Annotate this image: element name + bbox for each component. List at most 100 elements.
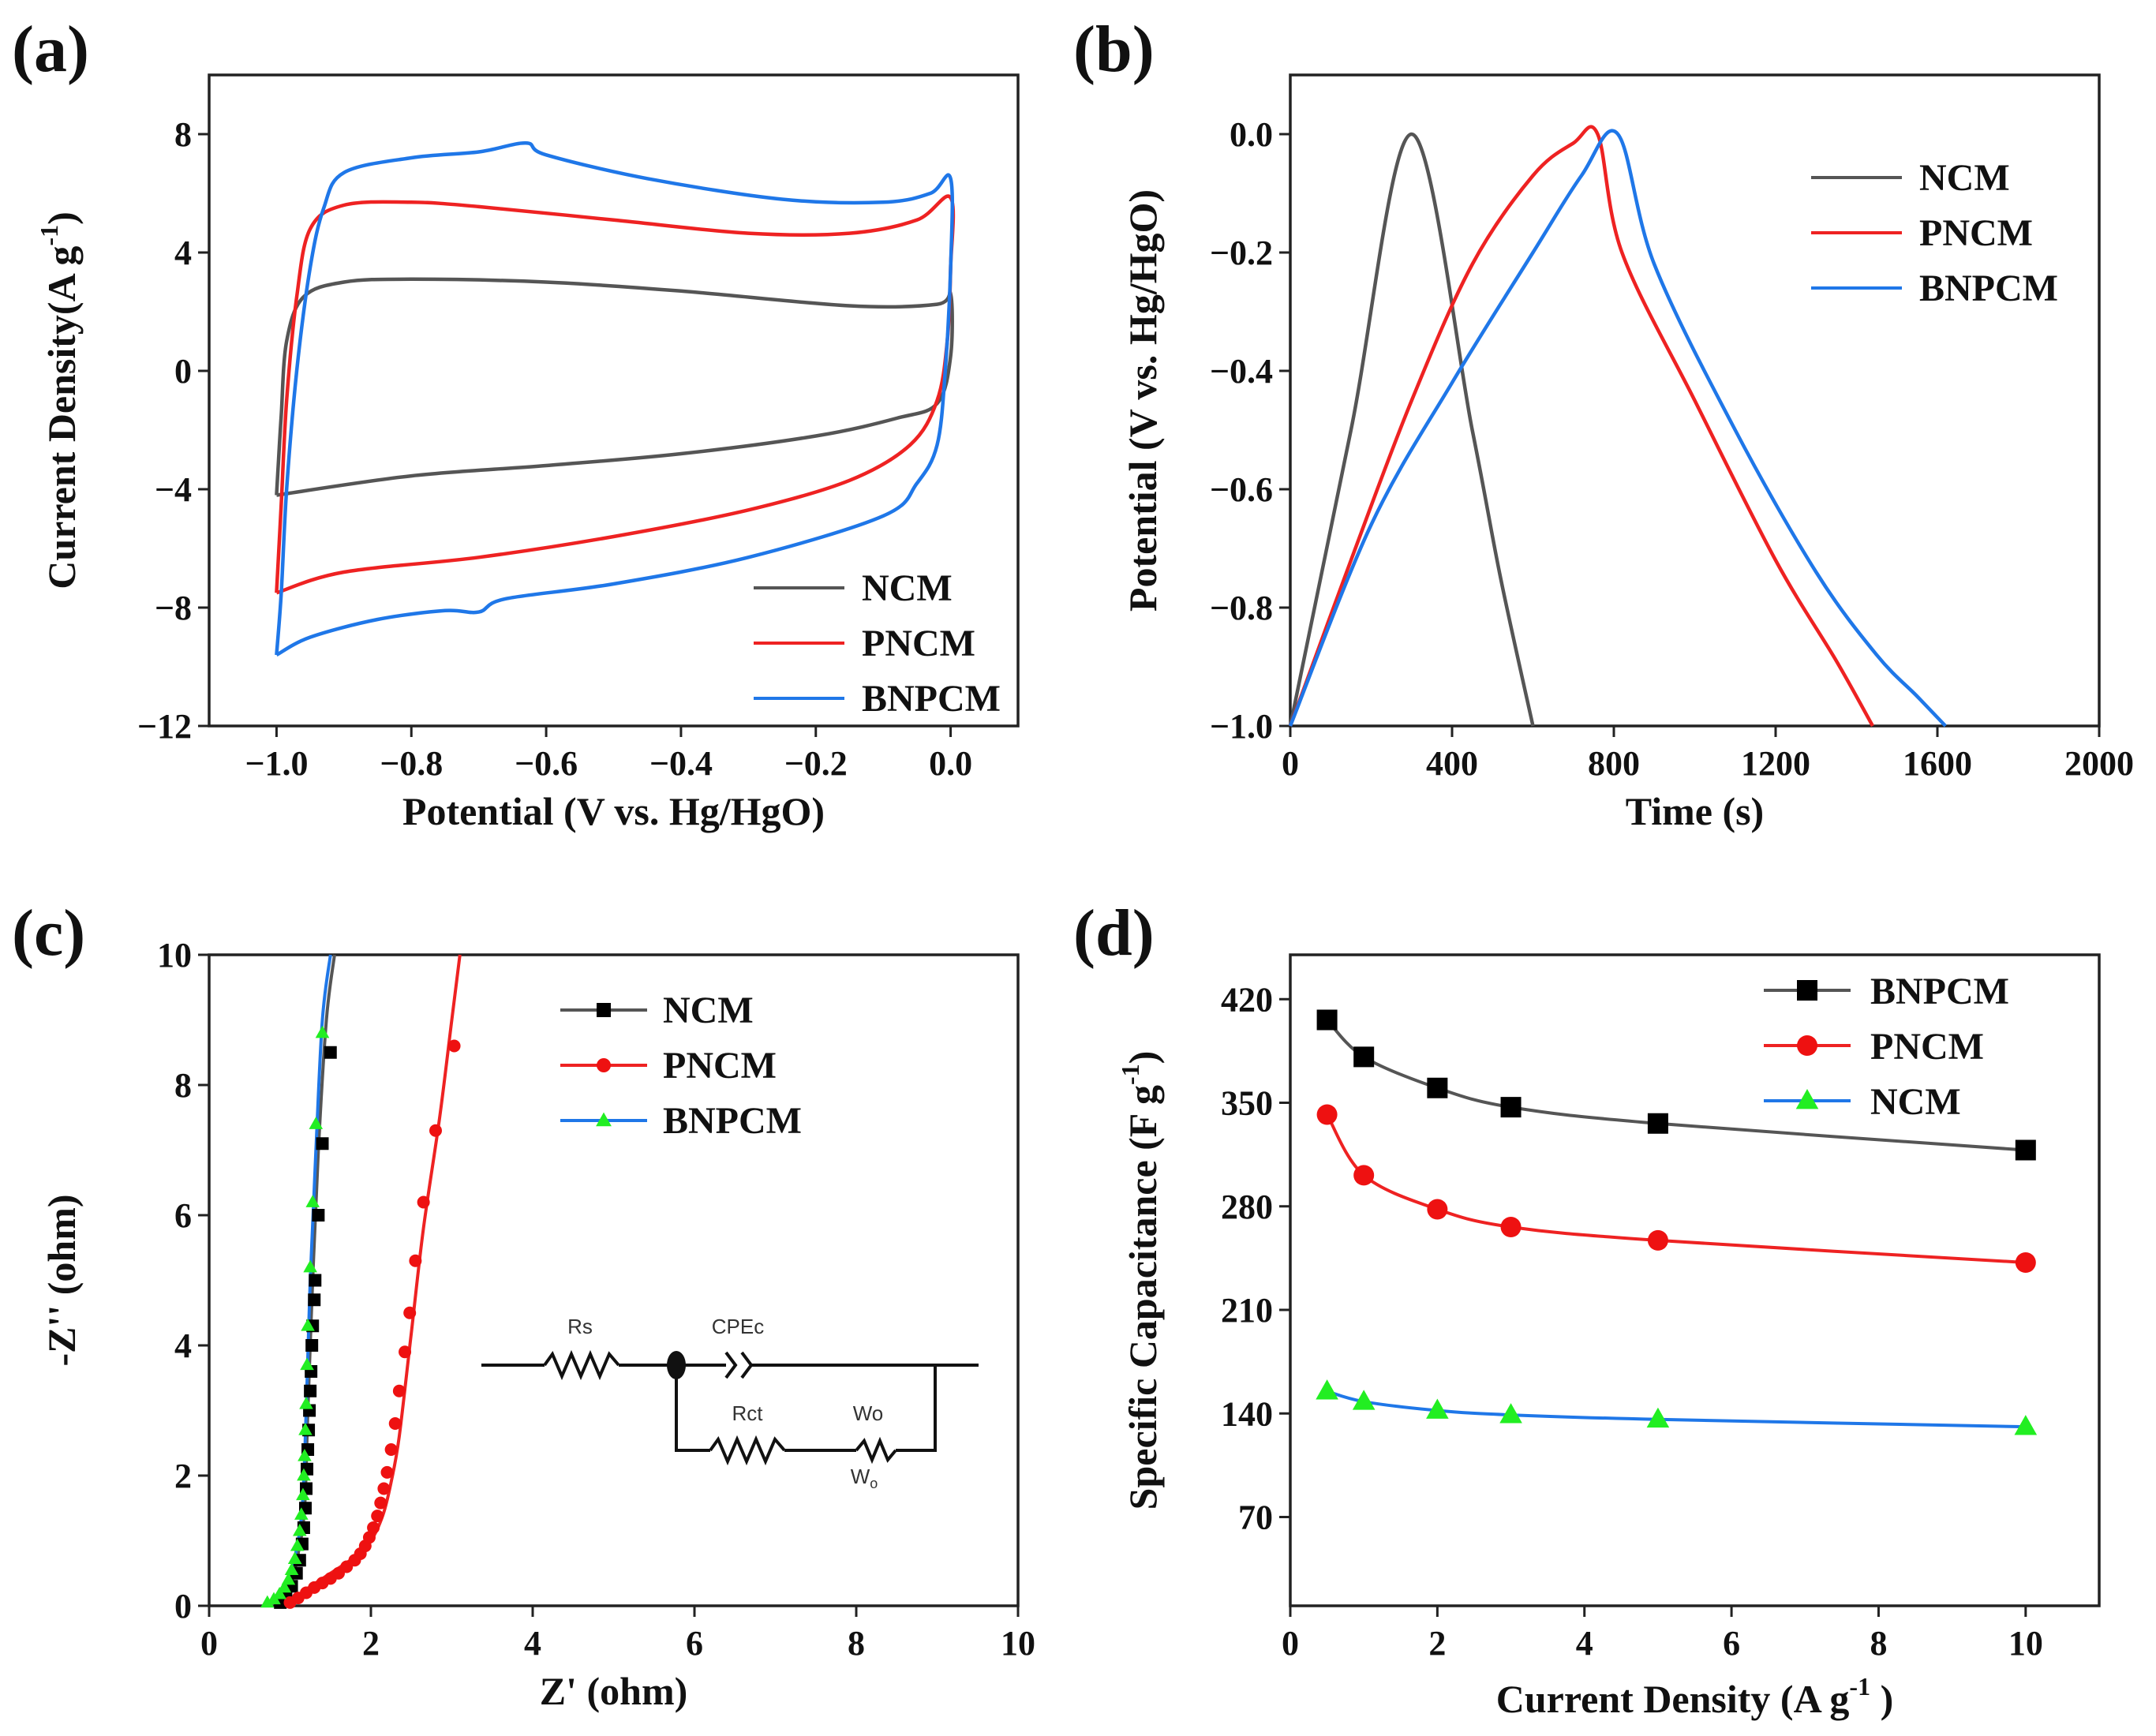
eis-point-ncm bbox=[304, 1384, 317, 1397]
y-tick-label: −0.2 bbox=[1210, 234, 1273, 272]
eis-point-pncm bbox=[399, 1345, 412, 1359]
capacitance-point-bnpcm bbox=[1647, 1113, 1668, 1134]
eis-point-ncm bbox=[309, 1274, 322, 1287]
resistor-rct bbox=[709, 1435, 786, 1466]
y-axis-label-main: Potential (V vs. Hg/HgO) bbox=[1121, 189, 1165, 612]
eis-point-pncm bbox=[447, 1039, 461, 1053]
x-tick-label: −1.0 bbox=[245, 744, 308, 783]
capacitance-point-ncm bbox=[1426, 1398, 1449, 1419]
capacitance-point-ncm bbox=[1646, 1407, 1670, 1428]
capacitance-point-bnpcm bbox=[1427, 1077, 1448, 1098]
x-tick-label: 2 bbox=[1428, 1624, 1446, 1663]
x-tick-label: 6 bbox=[1723, 1624, 1740, 1663]
eis-point-bnpcm bbox=[290, 1538, 305, 1551]
legend-marker-bnpcm bbox=[1797, 980, 1817, 1001]
x-tick-label: 2 bbox=[362, 1624, 380, 1663]
y-tick-label: −0.4 bbox=[1210, 352, 1273, 391]
eis-point-ncm bbox=[312, 1209, 325, 1222]
y-axis-label-sup: -1 bbox=[35, 225, 63, 246]
y-tick-label: 0.0 bbox=[1230, 115, 1273, 154]
x-tick-label: 0.0 bbox=[929, 744, 972, 783]
x-tick-label: 6 bbox=[686, 1624, 703, 1663]
eis-point-bnpcm bbox=[301, 1319, 315, 1331]
y-axis-label: Specific Capacitance (F g-1) bbox=[1116, 1051, 1165, 1510]
circuit-symbol-w: W bbox=[851, 1465, 870, 1488]
y-tick-label: 4 bbox=[174, 1326, 192, 1365]
eis-point-bnpcm bbox=[296, 1487, 310, 1501]
y-tick-label: 0 bbox=[174, 352, 192, 391]
circuit-wire bbox=[896, 1365, 937, 1452]
capacitance-point-ncm bbox=[1352, 1390, 1376, 1410]
x-tick-label: −0.8 bbox=[380, 744, 443, 783]
legend-marker-pncm bbox=[597, 1058, 611, 1072]
legend-label-bnpcm: BNPCM bbox=[1870, 971, 2009, 1012]
capacitance-point-bnpcm bbox=[1316, 1009, 1338, 1031]
eis-point-bnpcm bbox=[298, 1423, 313, 1435]
y-tick-label: −4 bbox=[155, 470, 192, 509]
y-tick-label: 6 bbox=[174, 1196, 192, 1235]
x-tick-label: 1600 bbox=[1903, 744, 1972, 783]
panel-d: 0 2 4 6 8 10 70 140 210 280 350 420 (d) Current Densi… bbox=[1073, 896, 2101, 1721]
x-axis-label: Time (s) bbox=[1626, 789, 1764, 833]
panel-label: (c) bbox=[12, 896, 85, 970]
x-tick-label: −0.4 bbox=[649, 744, 713, 783]
capacitance-point-pncm bbox=[1427, 1199, 1448, 1220]
gcd-curve-bnpcm bbox=[1288, 129, 1947, 728]
eis-point-bnpcm bbox=[297, 1468, 311, 1481]
capacitance-point-pncm bbox=[1353, 1165, 1375, 1186]
legend-marker-pncm bbox=[1797, 1035, 1817, 1056]
x-tick-label: 8 bbox=[848, 1624, 865, 1663]
y-tick-label: −12 bbox=[137, 707, 192, 746]
eis-point-pncm bbox=[388, 1417, 402, 1430]
panel-a: −1.0 −0.8 −0.6 −0.4 −0.2 0.0 −12 −8 −4 0 4 8 (a) Pote… bbox=[12, 13, 1020, 833]
x-tick-label: −0.6 bbox=[515, 744, 578, 783]
legend-label-bnpcm: BNPCM bbox=[1919, 268, 2058, 309]
x-axis-label-sup: -1 bbox=[1849, 1672, 1870, 1700]
x-tick-label: 10 bbox=[2008, 1624, 2043, 1663]
legend-marker-ncm bbox=[1795, 1089, 1819, 1109]
eis-point-bnpcm bbox=[298, 1449, 312, 1461]
legend-label-bnpcm: BNPCM bbox=[862, 678, 1001, 720]
x-tick-label: 0 bbox=[1282, 1624, 1299, 1663]
legend-label-pncm: PNCM bbox=[862, 623, 975, 664]
y-tick-label: 4 bbox=[174, 234, 192, 272]
y-tick-label: 70 bbox=[1238, 1498, 1273, 1537]
legend-label-ncm: NCM bbox=[1870, 1081, 1961, 1123]
y-axis-label-main: -Z'' (ohm) bbox=[39, 1194, 84, 1366]
circuit-symbol-sub: o bbox=[870, 1476, 878, 1491]
eis-point-bnpcm bbox=[305, 1195, 320, 1207]
eis-point-pncm bbox=[362, 1531, 376, 1544]
y-tick-label: −0.6 bbox=[1210, 470, 1273, 509]
gcd-curve-ncm bbox=[1288, 132, 1535, 727]
eis-point-bnpcm bbox=[315, 1025, 330, 1038]
legend-label-pncm: PNCM bbox=[1919, 212, 2033, 254]
x-tick-label: 2000 bbox=[2064, 744, 2134, 783]
cv-curve-ncm bbox=[275, 277, 954, 497]
capacitance-point-bnpcm bbox=[1500, 1097, 1522, 1118]
eis-point-pncm bbox=[409, 1254, 422, 1267]
warburg-element bbox=[855, 1436, 897, 1465]
panel-c: 0 2 4 6 8 10 0 2 4 6 8 10 (c) Z' (ohm) -Z'' (ohm) NCM PN… bbox=[12, 896, 1035, 1713]
legend-label-ncm: NCM bbox=[663, 990, 754, 1031]
panel-label: (d) bbox=[1073, 896, 1155, 970]
capacitance-line-ncm bbox=[1327, 1390, 2026, 1429]
gcd-curve-pncm bbox=[1288, 125, 1874, 728]
legend-marker-bnpcm bbox=[596, 1112, 612, 1127]
cv-curve-pncm bbox=[275, 194, 956, 595]
eis-point-bnpcm bbox=[303, 1259, 317, 1273]
eis-point-pncm bbox=[371, 1510, 384, 1523]
eis-point-bnpcm bbox=[281, 1572, 296, 1585]
eis-point-ncm bbox=[324, 1046, 337, 1059]
y-tick-label: 420 bbox=[1221, 980, 1273, 1019]
eis-point-ncm bbox=[308, 1293, 321, 1307]
x-axis-label-end: ) bbox=[1870, 1677, 1893, 1721]
y-tick-label: 10 bbox=[157, 936, 192, 975]
capacitance-point-bnpcm bbox=[1353, 1046, 1375, 1068]
eis-point-bnpcm bbox=[294, 1507, 309, 1520]
y-tick-label: −0.8 bbox=[1210, 589, 1273, 627]
y-tick-label: 0 bbox=[174, 1587, 192, 1626]
y-axis-label-main: Specific Capacitance (F g bbox=[1121, 1085, 1165, 1510]
x-tick-label: 400 bbox=[1426, 744, 1478, 783]
circuit-symbol-wo: Wo bbox=[851, 1465, 878, 1491]
x-tick-label: 10 bbox=[1001, 1624, 1035, 1663]
